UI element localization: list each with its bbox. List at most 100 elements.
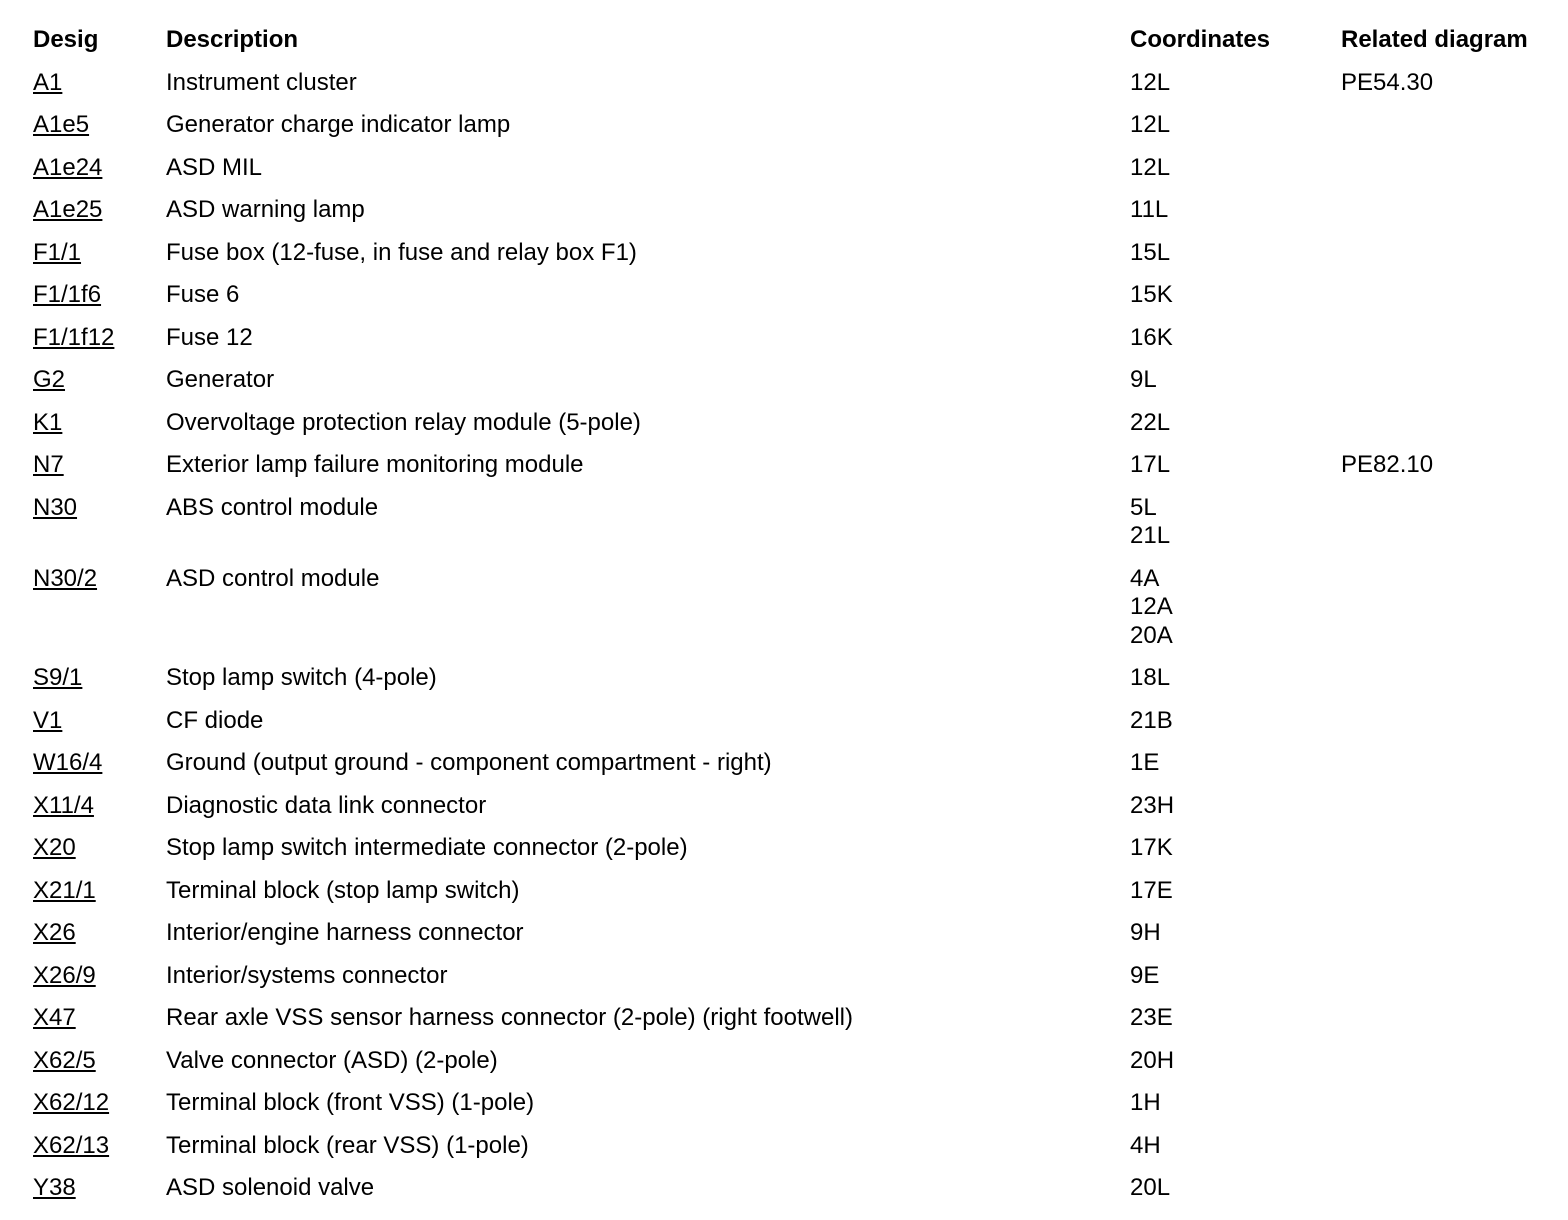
desig-link[interactable]: A1 <box>33 68 63 96</box>
coordinates-cell: 4H <box>1130 1132 1341 1161</box>
table-row: K1 Overvoltage protection relay module (… <box>33 409 1568 438</box>
table-row: N30/2 ASD control module 4A 12A 20A <box>33 565 1568 651</box>
desig-link[interactable]: X26/9 <box>33 961 96 989</box>
coordinate-value: 17E <box>1130 876 1173 904</box>
desig-cell: G2 <box>33 366 166 395</box>
table-row: A1e25 ASD warning lamp 11L <box>33 196 1568 225</box>
table-row: A1e5 Generator charge indicator lamp 12L <box>33 111 1568 140</box>
table-row: F1/1 Fuse box (12-fuse, in fuse and rela… <box>33 239 1568 268</box>
desig-link[interactable]: X26 <box>33 919 76 946</box>
coordinates-cell: 5L 21L <box>1130 494 1341 551</box>
desig-link[interactable]: X47 <box>33 1004 76 1031</box>
description-text: Interior/engine harness connector <box>166 919 524 946</box>
desig-cell: V1 <box>33 707 166 736</box>
desig-link[interactable]: F1/1f6 <box>33 281 102 308</box>
desig-link[interactable]: N30 <box>33 493 78 521</box>
table-row: X62/13 Terminal block (rear VSS) (1-pole… <box>33 1132 1568 1161</box>
coordinate-value: 1E <box>1130 749 1160 776</box>
coordinates-cell: 20L <box>1130 1174 1341 1203</box>
desig-link[interactable]: X20 <box>33 834 76 861</box>
desig-cell: F1/1f6 <box>33 281 166 310</box>
desig-cell: X62/12 <box>33 1089 166 1118</box>
description-text: CF diode <box>166 706 264 734</box>
desig-cell: N7 <box>33 451 166 480</box>
desig-cell: X20 <box>33 834 166 863</box>
table-row: N7 Exterior lamp failure monitoring modu… <box>33 451 1568 480</box>
coordinate-value: 9L <box>1130 366 1157 393</box>
desig-cell: S9/1 <box>33 664 166 693</box>
coordinates-cell: 1H <box>1130 1089 1341 1118</box>
desig-link[interactable]: G2 <box>33 366 66 393</box>
coordinate-value: 16K <box>1130 323 1173 351</box>
coordinate-value: 1H <box>1130 1089 1161 1116</box>
coordinates-cell: 23H <box>1130 792 1341 821</box>
coordinate-value: 12L <box>1130 153 1171 181</box>
desig-link[interactable]: W16/4 <box>33 749 103 776</box>
coordinates-cell: 17E <box>1130 877 1341 906</box>
table-row: X47 Rear axle VSS sensor harness connect… <box>33 1004 1568 1033</box>
coordinate-value: 9H <box>1130 919 1161 946</box>
coordinates-cell: 17L <box>1130 451 1341 480</box>
desig-link[interactable]: X62/13 <box>33 1131 110 1159</box>
table-body: A1 Instrument cluster 12L PE54.30 A1e5 G… <box>33 69 1568 1203</box>
description-text: Stop lamp switch intermediate connector … <box>166 834 688 861</box>
desig-cell: W16/4 <box>33 749 166 778</box>
coordinates-cell: 1E <box>1130 749 1341 778</box>
desig-cell: X26 <box>33 919 166 948</box>
desig-link[interactable]: X62/5 <box>33 1046 96 1074</box>
table-row: X62/12 Terminal block (front VSS) (1-pol… <box>33 1089 1568 1118</box>
coordinate-value: 17L <box>1130 451 1171 478</box>
coordinates-cell: 20H <box>1130 1047 1341 1076</box>
description-text: Generator <box>166 366 275 393</box>
related-diagram-text: PE54.30 <box>1341 68 1434 96</box>
coordinate-value: 21B <box>1130 706 1173 734</box>
desig-link[interactable]: X21/1 <box>33 876 96 904</box>
related-diagram-text: PE82.10 <box>1341 451 1434 478</box>
table-row: X20 Stop lamp switch intermediate connec… <box>33 834 1568 863</box>
coordinates-cell: 16K <box>1130 324 1341 353</box>
table-row: F1/1f6 Fuse 6 15K <box>33 281 1568 310</box>
desig-link[interactable]: N30/2 <box>33 564 98 592</box>
desig-link[interactable]: X62/12 <box>33 1089 110 1116</box>
desig-link[interactable]: N7 <box>33 451 64 478</box>
coordinate-value: 23E <box>1130 1004 1173 1031</box>
desig-link[interactable]: A1e25 <box>33 196 103 223</box>
desig-link[interactable]: K1 <box>33 408 63 436</box>
coordinates-cell: 9H <box>1130 919 1341 948</box>
desig-link[interactable]: V1 <box>33 706 63 734</box>
desig-link[interactable]: S9/1 <box>33 664 83 691</box>
description-text: Fuse 6 <box>166 281 240 308</box>
description-text: Overvoltage protection relay module (5-p… <box>166 408 641 436</box>
coordinate-value: 20A <box>1130 621 1173 649</box>
table-row: V1 CF diode 21B <box>33 707 1568 736</box>
desig-link[interactable]: Y38 <box>33 1174 76 1201</box>
desig-cell: A1 <box>33 69 166 98</box>
coordinate-value: 22L <box>1130 408 1171 436</box>
table-row: X21/1 Terminal block (stop lamp switch) … <box>33 877 1568 906</box>
description-text: Fuse box (12-fuse, in fuse and relay box… <box>166 238 637 266</box>
description-text: Fuse 12 <box>166 323 253 351</box>
table-row: F1/1f12 Fuse 12 16K <box>33 324 1568 353</box>
desig-link[interactable]: F1/1 <box>33 238 82 266</box>
coordinates-cell: 17K <box>1130 834 1341 863</box>
description-text: Terminal block (front VSS) (1-pole) <box>166 1089 535 1116</box>
coordinates-cell: 12L <box>1130 111 1341 140</box>
coordinates-cell: 15L <box>1130 239 1341 268</box>
coordinates-cell: 23E <box>1130 1004 1341 1033</box>
table-row: S9/1 Stop lamp switch (4-pole) 18L <box>33 664 1568 693</box>
coordinate-value: 17K <box>1130 834 1173 861</box>
desig-cell: N30/2 <box>33 565 166 594</box>
description-text: Diagnostic data link connector <box>166 791 487 819</box>
desig-link[interactable]: F1/1f12 <box>33 323 115 351</box>
description-text: Instrument cluster <box>166 68 357 96</box>
description-text: ASD solenoid valve <box>166 1174 375 1201</box>
coordinates-cell: 18L <box>1130 664 1341 693</box>
coordinate-value: 18L <box>1130 664 1171 691</box>
desig-cell: F1/1f12 <box>33 324 166 353</box>
coordinate-value: 11L <box>1130 196 1169 223</box>
desig-link[interactable]: A1e5 <box>33 111 90 138</box>
coordinate-value: 12L <box>1130 68 1171 96</box>
desig-link[interactable]: A1e24 <box>33 153 103 181</box>
desig-link[interactable]: X11/4 <box>33 791 94 819</box>
